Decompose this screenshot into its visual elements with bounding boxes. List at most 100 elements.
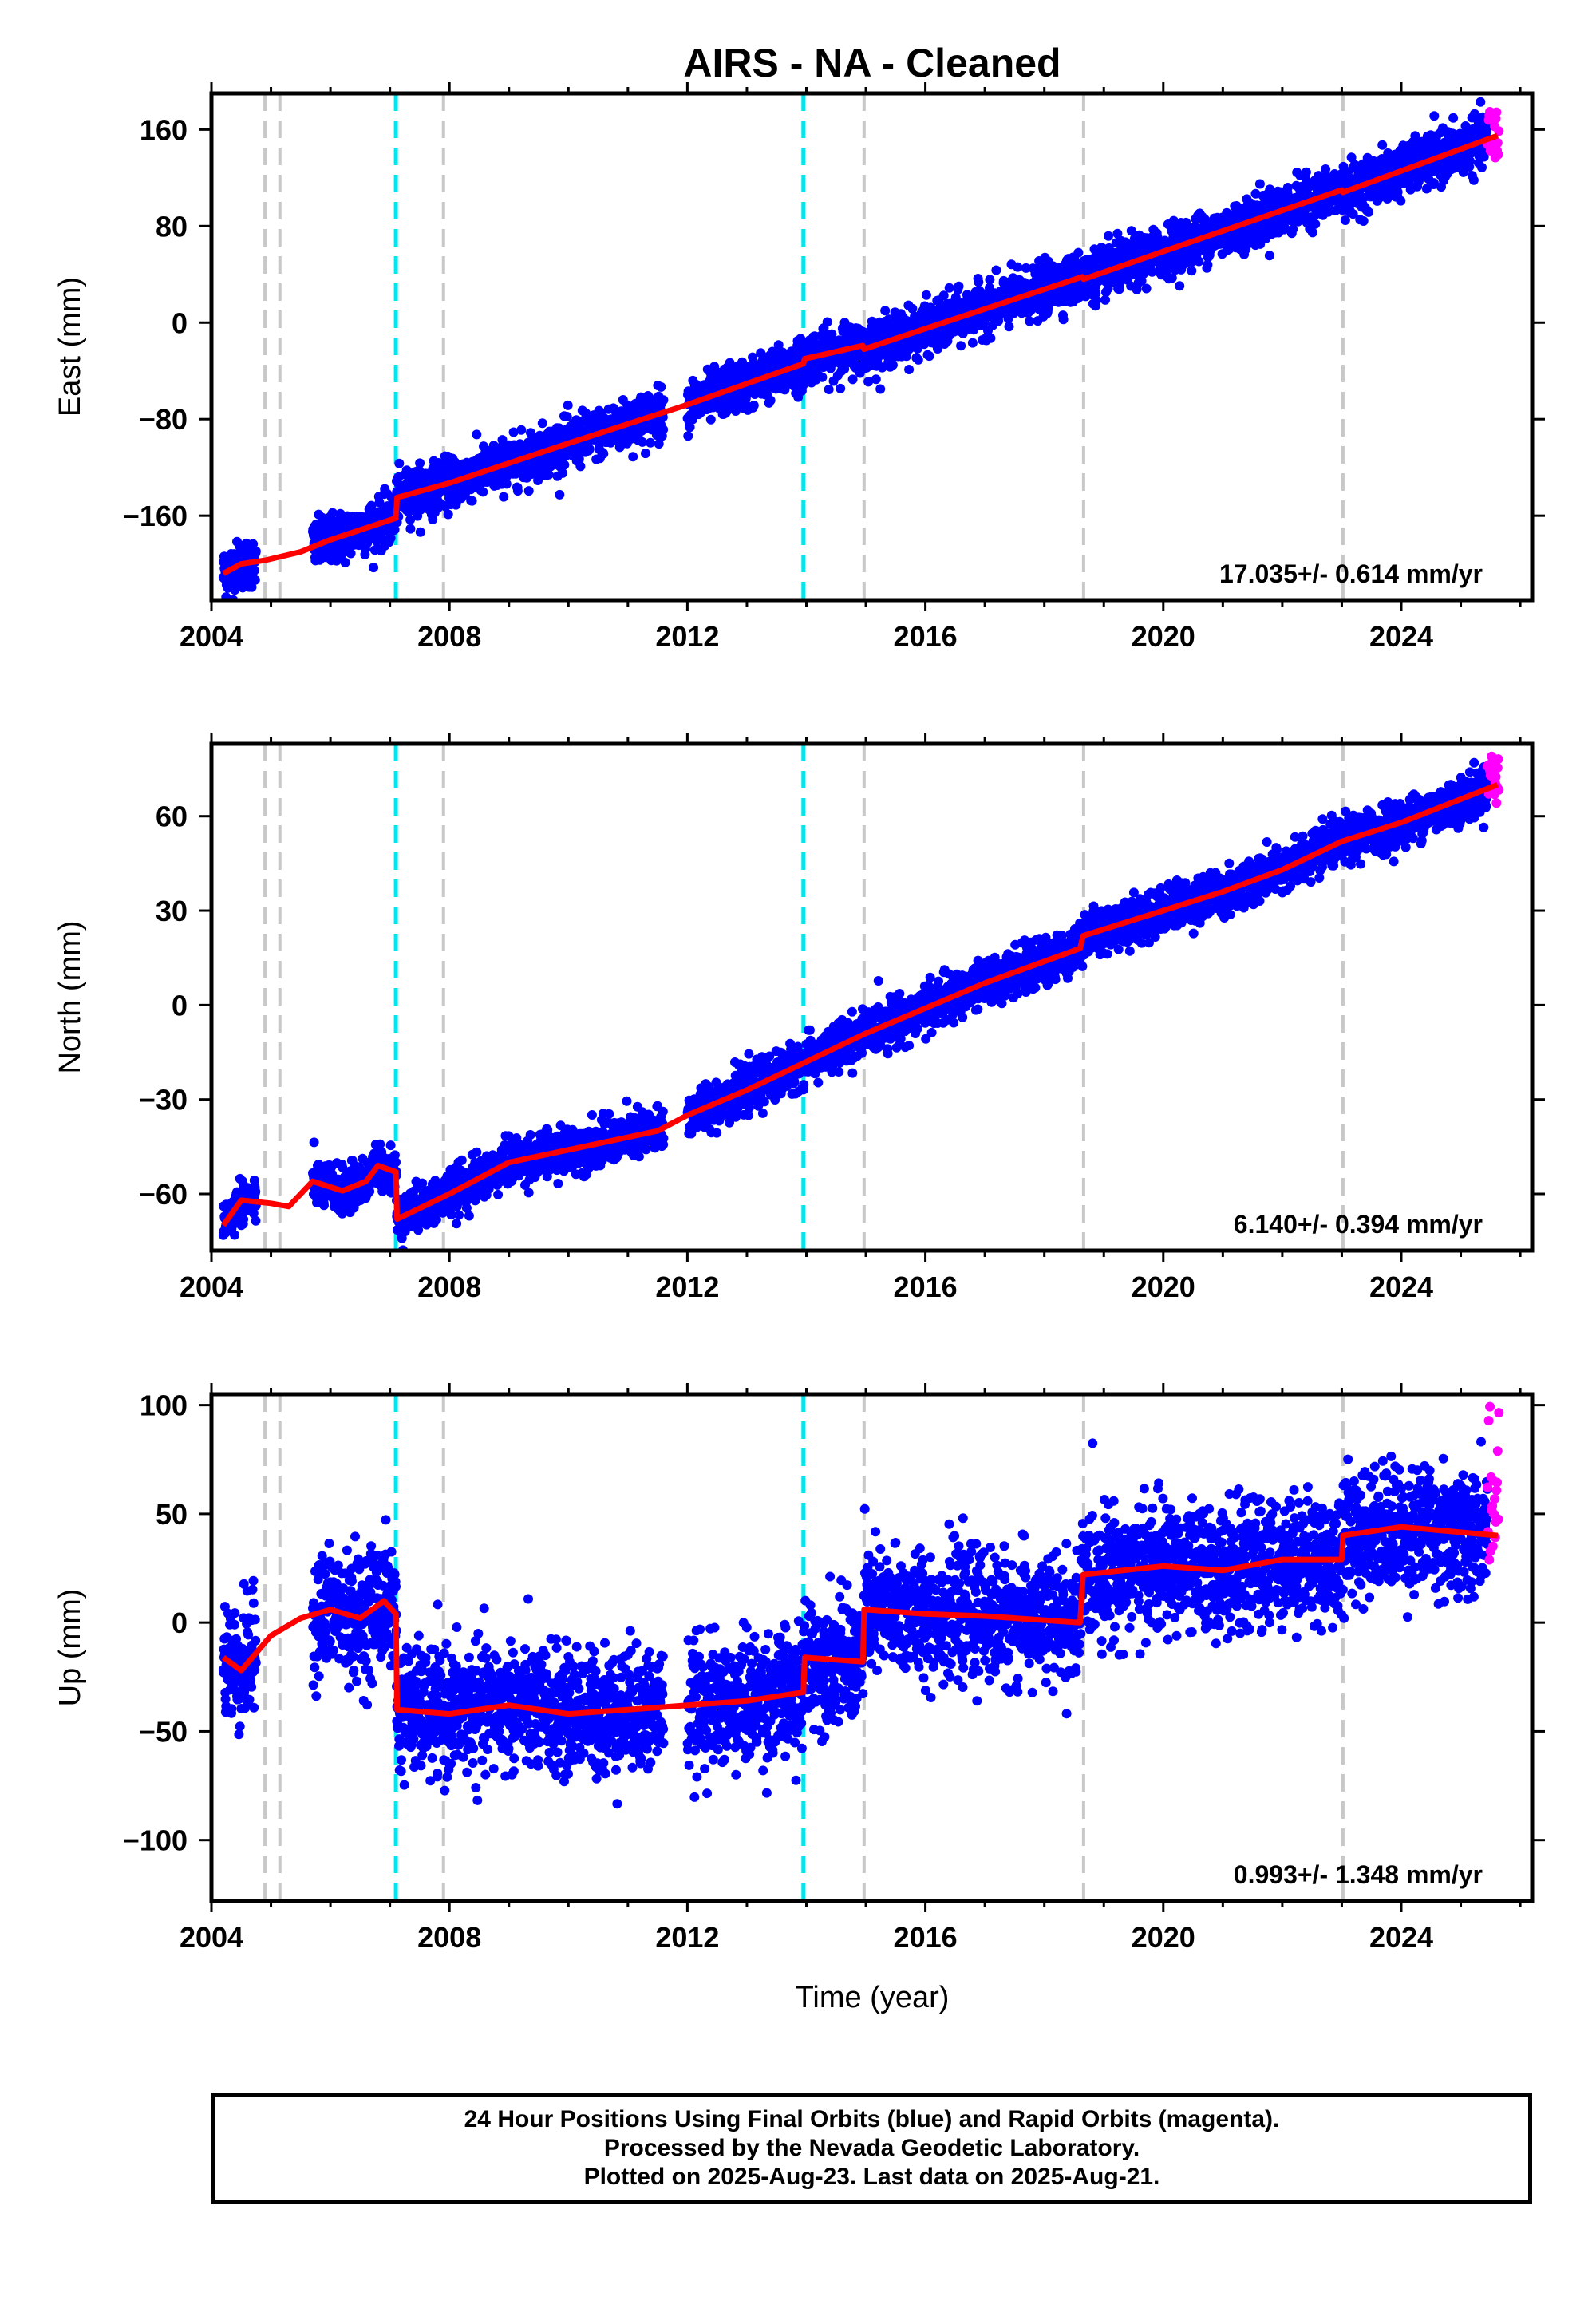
final-orbit-point — [658, 395, 669, 405]
final-orbit-point — [1429, 111, 1440, 121]
final-orbit-point — [1358, 216, 1369, 226]
final-orbit-point — [871, 374, 881, 385]
final-orbit-point — [516, 425, 527, 435]
final-orbit-point — [499, 492, 509, 502]
final-orbit-point — [1025, 316, 1035, 326]
final-orbit-point — [1476, 97, 1486, 107]
final-orbit-point — [1301, 167, 1311, 177]
panel-east: 2004 2008 2012 2016 2020 2024−160−80080160Eas… — [53, 82, 1545, 653]
final-orbit-point — [584, 444, 595, 454]
final-orbit-point — [1058, 314, 1069, 325]
final-orbit-point — [248, 1208, 259, 1219]
final-orbit-point — [535, 430, 545, 441]
final-orbit-point — [912, 343, 922, 354]
final-orbit-point — [1282, 183, 1293, 192]
final-orbit-point — [924, 351, 934, 362]
final-orbit-point — [1288, 224, 1298, 235]
rapid-orbit-point — [1492, 138, 1503, 148]
final-orbit-point — [394, 458, 405, 468]
final-orbit-point — [824, 385, 834, 394]
plot-frame — [209, 91, 1535, 603]
plot-area — [218, 93, 1504, 600]
final-orbit-point — [562, 412, 572, 421]
final-orbit-point — [250, 575, 260, 585]
final-orbit-point — [391, 1157, 401, 1168]
panels-group: 2004 2008 2012 2016 2020 2024−160−80080160Eas… — [53, 82, 1545, 1954]
final-orbit-point — [796, 334, 806, 344]
final-orbit-point — [1428, 178, 1439, 188]
final-orbit-point — [880, 306, 891, 316]
final-orbit-point — [974, 277, 984, 287]
final-orbit-point — [1013, 262, 1023, 272]
final-orbit-point — [1477, 162, 1487, 172]
final-orbit-point — [537, 418, 547, 429]
x-tick-label: 2020 — [1132, 620, 1195, 653]
y-tick-label: −160 — [123, 500, 188, 532]
final-orbit-point — [817, 372, 828, 382]
final-orbit-point — [705, 414, 716, 425]
final-orbit-point — [555, 489, 565, 500]
y-tick-label: 0 — [172, 306, 188, 339]
final-orbit-point — [836, 383, 846, 393]
final-orbit-point — [944, 283, 954, 293]
final-orbit-point — [338, 1162, 348, 1172]
y-tick-label: 160 — [140, 113, 188, 146]
x-tick-label: 2024 — [1369, 620, 1433, 653]
final-orbit-point — [1004, 322, 1014, 332]
final-orbit-point — [847, 374, 858, 385]
final-orbit-point — [1393, 187, 1403, 197]
final-orbit-point — [765, 395, 776, 405]
final-orbit-point — [563, 400, 573, 410]
final-orbit-point — [575, 461, 586, 472]
final-orbit-points — [218, 97, 1492, 600]
final-orbit-point — [309, 1137, 319, 1148]
final-orbit-point — [415, 458, 425, 468]
final-orbit-point — [1469, 109, 1479, 119]
final-orbit-point — [1468, 175, 1479, 185]
final-orbit-points — [218, 757, 1492, 1251]
final-orbit-point — [239, 1214, 249, 1224]
final-orbit-point — [558, 468, 567, 478]
final-orbit-point — [875, 384, 886, 394]
final-orbit-point — [1242, 239, 1252, 250]
final-orbit-point — [559, 460, 570, 470]
final-orbit-point — [1021, 263, 1031, 273]
final-orbit-point — [1100, 294, 1110, 305]
final-orbit-point — [1396, 196, 1406, 206]
rapid-orbit-point — [1491, 107, 1502, 117]
final-orbit-point — [405, 524, 416, 534]
x-tick-label: 2016 — [894, 620, 958, 653]
final-orbit-point — [1448, 113, 1459, 123]
final-orbit-point — [385, 533, 396, 543]
final-orbit-point — [598, 449, 609, 459]
final-orbit-point — [340, 557, 350, 567]
final-orbit-point — [637, 437, 647, 447]
final-orbit-point — [1377, 140, 1388, 150]
final-orbit-point — [501, 479, 512, 489]
final-orbit-point — [443, 509, 453, 520]
final-orbit-point — [1114, 284, 1124, 294]
final-orbit-point — [1346, 152, 1357, 163]
final-orbit-point — [1104, 231, 1113, 241]
plot-area — [218, 744, 1504, 1251]
final-orbit-point — [508, 427, 519, 437]
final-orbit-point — [628, 452, 638, 462]
final-orbit-point — [247, 582, 257, 592]
final-orbit-point — [956, 341, 966, 351]
final-orbit-point — [967, 338, 978, 348]
final-orbit-point — [389, 524, 400, 535]
chart-title: AIRS - NA - Cleaned — [683, 41, 1061, 85]
final-orbit-point — [249, 565, 259, 575]
x-tick-label: 2004 — [180, 620, 243, 653]
y-axis-label: East (mm) — [53, 277, 87, 417]
final-orbit-point — [641, 449, 650, 459]
final-orbit-point — [1112, 228, 1123, 239]
velocity-label: 17.035+/- 0.614 mm/yr — [1219, 559, 1483, 588]
final-orbit-point — [994, 316, 1004, 326]
final-orbit-point — [1340, 215, 1350, 225]
final-orbit-point — [1250, 188, 1261, 199]
final-orbit-point — [654, 439, 664, 449]
x-tick-label: 2008 — [417, 620, 481, 653]
final-orbit-point — [921, 290, 931, 300]
